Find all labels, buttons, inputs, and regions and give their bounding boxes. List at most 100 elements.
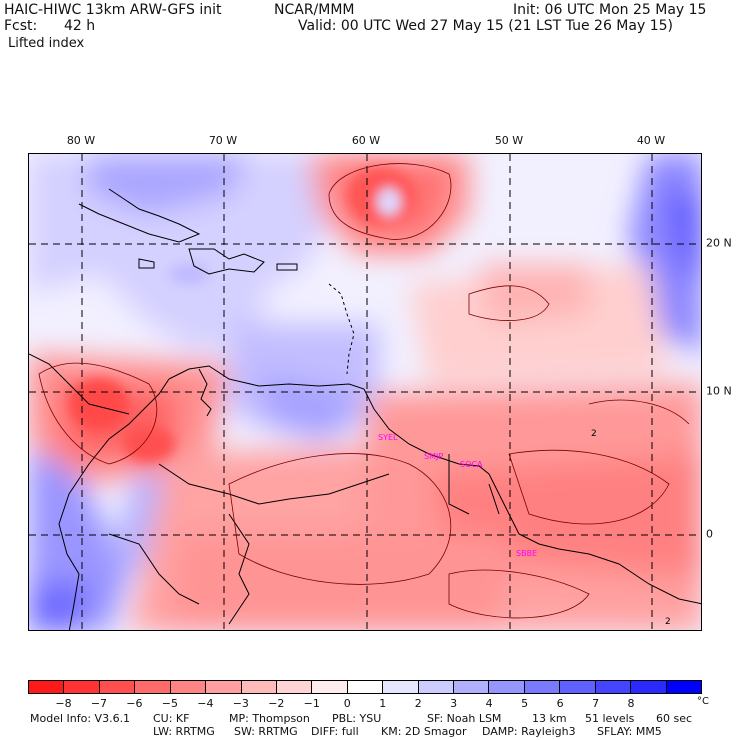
colorbar-swatch	[241, 681, 277, 693]
forecast-label: Fcst:	[4, 18, 38, 34]
colorbar-tick-label: 3	[450, 697, 458, 710]
colorbar-swatch	[276, 681, 313, 693]
jamaica-coast	[138, 258, 155, 269]
colorbar-tick-label: 1	[379, 697, 387, 710]
puerto-rico-coast	[276, 263, 298, 271]
colorbar-tick-label: −8	[55, 697, 72, 710]
colorbar-tick-label: 6	[556, 697, 564, 710]
contour-label-1: 2	[591, 429, 597, 439]
contours	[38, 163, 690, 619]
lon-label-70w: 70 W	[208, 134, 238, 147]
contour-amazon	[228, 453, 452, 585]
colorbar-swatch	[631, 681, 667, 693]
colorbar-swatch	[135, 681, 171, 693]
org-label: NCAR/MMM	[274, 2, 355, 18]
border-5	[488, 483, 500, 515]
forecast-hour: 42 h	[64, 18, 96, 34]
colorbar-swatch	[454, 681, 490, 693]
stable-region-bahamas	[89, 154, 249, 214]
lw-scheme: LW: RRTMG	[153, 725, 215, 738]
station-sbbe: SBBE	[516, 549, 538, 558]
sw-scheme: SW: RRTMG	[234, 725, 298, 738]
colorbar-swatch	[170, 681, 207, 693]
contour-colombia	[38, 362, 158, 465]
pbl-scheme: PBL: YSU	[332, 712, 382, 725]
lon-label-80w: 80 W	[66, 134, 96, 147]
valid-time: Valid: 00 UTC Wed 27 May 15 (21 LST Tue …	[298, 18, 673, 34]
colorbar-swatch	[560, 681, 596, 693]
colorbar-tick-label: −7	[90, 697, 108, 710]
levels: 51 levels	[585, 712, 635, 725]
diff-scheme: DIFF: full	[311, 725, 359, 738]
stable-region-core	[259, 374, 359, 434]
colorbar-tick-label: 0	[343, 697, 351, 710]
colorbar-swatch	[29, 681, 65, 693]
lake-maracaibo	[198, 368, 212, 417]
border-4	[448, 454, 470, 515]
sflay-scheme: SFLAY: MM5	[597, 725, 662, 738]
init-time: Init: 06 UTC Mon 25 May 15	[513, 2, 707, 18]
unstable-cell-3	[123, 426, 175, 462]
contour-label-2: 2	[665, 617, 671, 627]
station-soca: SOCA	[460, 460, 483, 469]
stable-region-pacific-core	[29, 584, 89, 630]
central-america-coast	[29, 353, 130, 415]
colorbar-swatch	[418, 681, 455, 693]
lon-label-40w: 40 W	[636, 134, 666, 147]
colorbar-tick-label: 7	[592, 697, 600, 710]
station-syel: SYEL	[378, 433, 398, 442]
cuba-coast	[78, 188, 201, 243]
cu-scheme: CU: KF	[153, 712, 190, 725]
colorbar-tick-label: −3	[232, 697, 249, 710]
colorbar-swatch	[524, 681, 561, 693]
south-america-west-coast	[58, 378, 170, 630]
colorbar-tick-label: −6	[126, 697, 143, 710]
contour-band	[468, 285, 550, 321]
colorbar-tick-label: 2	[414, 697, 422, 710]
lifted-index-map: 2 2	[28, 153, 702, 631]
hispaniola-coast	[188, 248, 265, 275]
border-2	[228, 513, 250, 625]
colorbar-tick-label: 5	[521, 697, 529, 710]
colorbar-swatch	[206, 681, 242, 693]
resolution: 13 km	[532, 712, 567, 725]
stable-region-caribbean-north	[29, 154, 329, 354]
lesser-antilles	[328, 283, 355, 375]
colorbar-swatch	[347, 681, 384, 693]
river-border-1	[158, 463, 390, 505]
field-name: Lifted index	[8, 36, 85, 51]
stable-cell-1	[377, 188, 401, 216]
colorbar-swatch	[595, 681, 632, 693]
contour-south	[448, 569, 590, 619]
contour-east	[508, 449, 670, 525]
damp-scheme: DAMP: Rayleigh3	[482, 725, 576, 738]
station-smjp: SMJP	[424, 452, 444, 461]
colorbar-tick-label: −5	[161, 697, 178, 710]
colorbar-unit: °C	[697, 696, 709, 707]
colorbar-tick-label: 4	[485, 697, 493, 710]
south-america-north-coast	[168, 365, 701, 605]
model-title: HAIC-HIWC 13km ARW-GFS init	[4, 2, 222, 18]
contour-atlantic-2	[588, 399, 690, 425]
timestep: 60 sec	[656, 712, 693, 725]
colorbar-swatch	[64, 681, 100, 693]
lat-label-equator: 0	[706, 527, 713, 541]
unstable-region-central-atlantic	[409, 264, 669, 384]
lon-label-60w: 60 W	[351, 134, 381, 147]
colorbar-swatch	[383, 681, 419, 693]
colorbar-swatch	[99, 681, 136, 693]
colorbar	[28, 680, 702, 694]
km-scheme: KM: 2D Smagor	[381, 725, 467, 738]
colorbar-tick-label: 8	[627, 697, 635, 710]
colorbar-swatch	[666, 681, 702, 693]
sf-scheme: SF: Noah LSM	[427, 712, 502, 725]
map-canvas: 2 2	[29, 154, 701, 630]
unstable-region-south	[169, 534, 509, 630]
unstable-region-band	[479, 264, 589, 324]
colorbar-tick-label: −1	[303, 697, 320, 710]
unstable-cell-2	[69, 378, 129, 430]
stable-cell-2	[169, 264, 209, 284]
colorbar-swatch	[489, 681, 525, 693]
stable-region-east-core	[669, 194, 701, 283]
lat-label-20n: 20 N	[706, 236, 732, 250]
